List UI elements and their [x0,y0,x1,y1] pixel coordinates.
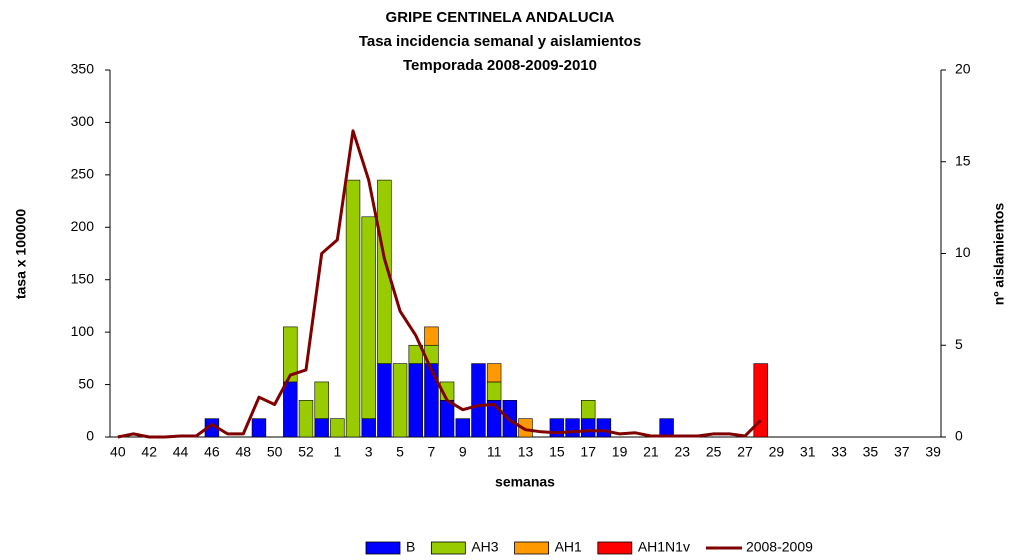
bar [377,363,392,438]
x-tick-label: 5 [396,444,404,460]
x-tick-label: 1 [333,444,341,460]
y2-tick-label: 5 [955,336,963,352]
bar [659,418,674,438]
bar [565,418,580,438]
x-tick-label: 48 [235,444,251,460]
x-tick-label: 3 [365,444,373,460]
x-tick-label: 11 [487,444,502,460]
bar [283,326,298,383]
bar [283,381,298,438]
bar [330,418,345,438]
y-tick-label: 100 [71,323,95,339]
x-tick-label: 19 [612,444,628,460]
y-axis-label: tasa x 100000 [13,209,29,300]
bar [518,418,533,438]
y-tick-label: 200 [71,218,95,234]
legend-label: B [406,539,415,555]
bar [314,418,329,438]
y-tick-label: 50 [78,375,94,391]
bar [298,399,314,438]
x-tick-label: 50 [267,444,283,460]
legend-swatch [514,541,549,555]
x-tick-label: 27 [737,444,753,460]
bar [753,363,768,438]
y-tick-label: 250 [71,166,95,182]
bar [345,179,361,438]
bar [251,418,267,438]
x-tick-label: 25 [706,444,722,460]
legend-swatch [597,541,633,555]
bar [471,363,486,438]
y-tick-label: 150 [71,270,95,286]
x-tick-label: 7 [428,444,436,460]
x-tick-label: 17 [580,444,596,460]
x-tick-label: 33 [831,444,847,460]
x-tick-label: 46 [204,444,220,460]
bar [439,399,455,438]
x-tick-label: 13 [518,444,534,460]
bar [581,399,596,419]
x-tick-label: 39 [925,444,941,460]
x-tick-label: 35 [863,444,879,460]
bar [486,381,502,401]
x-tick-label: 37 [894,444,910,460]
bar [361,418,376,438]
x-tick-label: 21 [643,444,659,460]
y2-tick-label: 10 [955,244,971,260]
y2-axis-label: nº aislamientos [991,203,1007,306]
x-tick-label: 42 [141,444,157,460]
x-tick-label: 15 [549,444,565,460]
legend-swatch [430,541,466,555]
bar [408,363,423,438]
bar [596,418,612,438]
x-tick-label: 52 [298,444,314,460]
y2-tick-label: 0 [955,428,963,444]
bar [455,418,470,438]
y-tick-label: 0 [86,428,94,444]
y-tick-label: 350 [71,61,95,77]
chart-subtitle: Temporada 2008-2009-2010 [403,57,597,74]
legend-label: AH3 [471,539,498,555]
x-tick-label: 40 [110,444,126,460]
chart-subtitle: Tasa incidencia semanal y aislamientos [359,33,641,50]
x-tick-label: 44 [173,444,189,460]
line-series [117,129,762,439]
y2-tick-label: 20 [955,61,971,77]
bar [424,363,439,438]
x-tick-label: 9 [459,444,467,460]
bar [361,216,376,419]
bar [314,381,329,419]
legend-label: 2008-2009 [746,539,813,555]
chart-title: GRIPE CENTINELA ANDALUCIA [386,9,615,26]
bar [486,363,502,383]
x-tick-label: 31 [800,444,816,460]
bar [377,179,392,364]
x-tick-label: 23 [675,444,691,460]
legend-label: AH1 [555,539,582,555]
bar [408,344,423,364]
y-tick-label: 300 [71,113,95,129]
x-tick-label: 29 [769,444,785,460]
legend-swatch [365,541,401,555]
bar [392,363,408,438]
y2-tick-label: 15 [955,152,971,168]
bar [424,326,439,346]
bar [581,418,596,438]
legend-label: AH1N1v [638,539,690,555]
x-axis-label: semanas [495,474,555,490]
